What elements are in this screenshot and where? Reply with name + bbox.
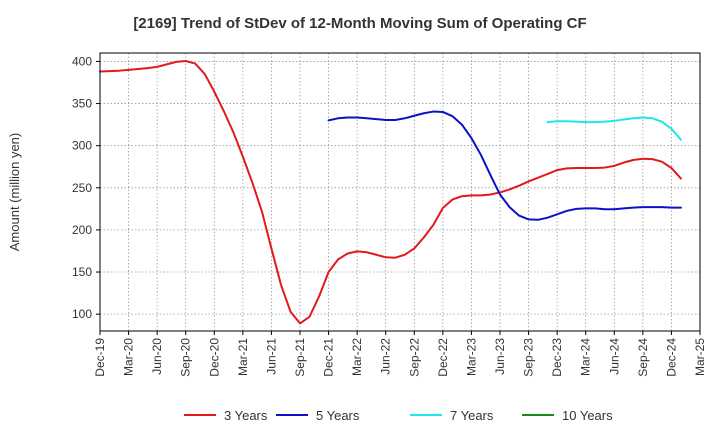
x-tick-layer: Dec-19 Mar-20 Jun-20 Sep-20 Dec-20 Mar-21 Jun-… bbox=[93, 331, 707, 377]
legend: 3 Years 5 Years 7 Years 10 Years bbox=[184, 408, 613, 423]
x-tick-label: Mar-22 bbox=[350, 338, 364, 376]
x-tick-label: Dec-19 bbox=[93, 338, 107, 377]
legend-item-3-years: 3 Years bbox=[184, 408, 268, 423]
x-tick-label: Jun-21 bbox=[264, 338, 278, 375]
series-layer bbox=[99, 60, 682, 325]
x-tick-label: Mar-23 bbox=[464, 338, 478, 376]
x-tick-label: Jun-20 bbox=[150, 338, 164, 375]
y-tick-label: 200 bbox=[72, 223, 92, 237]
x-tick-label: Mar-21 bbox=[236, 338, 250, 376]
series-line-7-years bbox=[546, 116, 682, 141]
y-tick-label: 250 bbox=[72, 181, 92, 195]
x-tick-label: Dec-22 bbox=[436, 338, 450, 377]
series-line-3-years bbox=[99, 60, 682, 325]
y-tick-label: 150 bbox=[72, 265, 92, 279]
x-tick-label: Dec-23 bbox=[550, 338, 564, 377]
y-axis-label: Amount (million yen) bbox=[7, 133, 22, 252]
y-tick-label: 400 bbox=[72, 54, 92, 68]
x-tick-label: Jun-22 bbox=[379, 338, 393, 375]
y-tick-label: 300 bbox=[72, 139, 92, 153]
y-tick-layer: 100 150 200 250 300 350 400 bbox=[72, 54, 100, 321]
x-tick-label: Sep-24 bbox=[636, 338, 650, 377]
x-tick-label: Dec-24 bbox=[664, 338, 678, 377]
legend-item-7-years: 7 Years bbox=[410, 408, 494, 423]
legend-label: 5 Years bbox=[316, 408, 360, 423]
x-tick-label: Mar-20 bbox=[122, 338, 136, 376]
chart-title: [2169] Trend of StDev of 12-Month Moving… bbox=[133, 15, 586, 32]
legend-item-10-years: 10 Years bbox=[522, 408, 613, 423]
legend-item-5-years: 5 Years bbox=[276, 408, 360, 423]
x-tick-label: Sep-20 bbox=[179, 338, 193, 377]
x-tick-label: Dec-20 bbox=[207, 338, 221, 377]
grid-layer bbox=[99, 53, 701, 331]
x-tick-label: Sep-22 bbox=[407, 338, 421, 377]
x-tick-label: Sep-21 bbox=[293, 338, 307, 377]
y-tick-label: 350 bbox=[72, 97, 92, 111]
x-tick-label: Jun-24 bbox=[607, 338, 621, 375]
y-tick-label: 100 bbox=[72, 307, 92, 321]
series-line-5-years bbox=[327, 110, 682, 221]
legend-label: 7 Years bbox=[450, 408, 494, 423]
plot-frame bbox=[99, 52, 701, 332]
x-tick-label: Jun-23 bbox=[493, 338, 507, 375]
legend-label: 10 Years bbox=[562, 408, 613, 423]
x-tick-label: Mar-25 bbox=[693, 338, 707, 376]
x-tick-label: Dec-21 bbox=[322, 338, 336, 377]
legend-label: 3 Years bbox=[224, 408, 268, 423]
x-tick-label: Mar-24 bbox=[579, 338, 593, 376]
x-tick-label: Sep-23 bbox=[522, 338, 536, 377]
